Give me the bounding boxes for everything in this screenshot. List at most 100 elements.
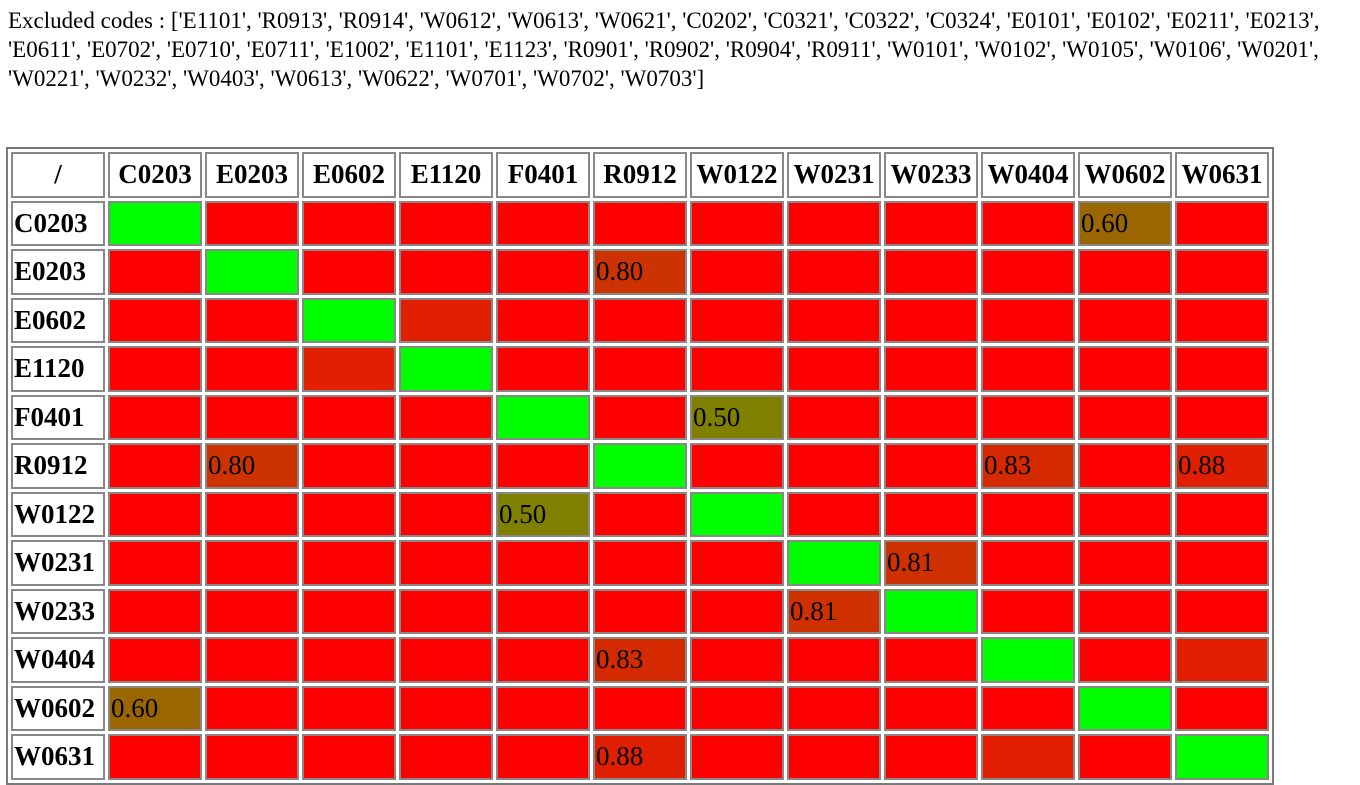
column-header-e0203: E0203	[205, 152, 299, 198]
matrix-cell	[399, 249, 493, 295]
matrix-cell	[787, 249, 881, 295]
matrix-cell	[399, 540, 493, 586]
matrix-cell	[302, 588, 396, 634]
matrix-cell	[1078, 540, 1172, 586]
header-row: / C0203 E0203 E0602 E1120 F0401 R0912 W0122 W02…	[11, 152, 1269, 198]
table-row: W0631 0.88	[11, 734, 1269, 780]
matrix-cell	[787, 394, 881, 440]
matrix-cell	[1175, 734, 1269, 780]
matrix-cell	[690, 734, 784, 780]
matrix-cell	[399, 734, 493, 780]
row-header-e0203: E0203	[11, 249, 105, 295]
matrix-cell	[1175, 297, 1269, 343]
matrix-cell	[302, 637, 396, 683]
matrix-cell	[787, 200, 881, 246]
column-header-w0231: W0231	[787, 152, 881, 198]
table-row: W0231 0.81	[11, 540, 1269, 586]
matrix-cell	[399, 588, 493, 634]
row-header-w0631: W0631	[11, 734, 105, 780]
row-header-c0203: C0203	[11, 200, 105, 246]
matrix-cell: 0.80	[593, 249, 687, 295]
matrix-cell	[884, 491, 978, 537]
column-header-c0203: C0203	[108, 152, 202, 198]
matrix-cell: 0.83	[593, 637, 687, 683]
matrix-cell	[205, 249, 299, 295]
matrix-cell	[1078, 346, 1172, 392]
matrix-cell	[108, 346, 202, 392]
table-row: F0401 0.50	[11, 394, 1269, 440]
row-header-f0401: F0401	[11, 394, 105, 440]
matrix-cell	[690, 685, 784, 731]
matrix-cell	[981, 734, 1075, 780]
matrix-cell	[981, 491, 1075, 537]
matrix-cell	[981, 249, 1075, 295]
matrix-cell	[1175, 637, 1269, 683]
matrix-cell	[496, 588, 590, 634]
matrix-cell	[787, 346, 881, 392]
matrix-cell	[205, 491, 299, 537]
column-header-e1120: E1120	[399, 152, 493, 198]
matrix-cell	[593, 588, 687, 634]
matrix-cell	[981, 200, 1075, 246]
matrix-cell	[205, 297, 299, 343]
matrix-cell	[884, 200, 978, 246]
matrix-cell	[690, 346, 784, 392]
matrix-cell	[884, 588, 978, 634]
matrix-cell	[690, 200, 784, 246]
matrix-cell	[399, 637, 493, 683]
matrix-cell	[593, 685, 687, 731]
matrix-cell	[496, 637, 590, 683]
matrix-cell	[496, 200, 590, 246]
matrix-cell	[1078, 297, 1172, 343]
matrix-cell	[205, 540, 299, 586]
matrix-cell	[399, 200, 493, 246]
matrix-cell	[690, 443, 784, 489]
matrix-cell	[981, 540, 1075, 586]
matrix-cell	[593, 297, 687, 343]
table-row: W0404 0.83	[11, 637, 1269, 683]
matrix-cell	[593, 540, 687, 586]
matrix-cell	[205, 685, 299, 731]
matrix-cell	[496, 443, 590, 489]
row-header-w0231: W0231	[11, 540, 105, 586]
matrix-header: / C0203 E0203 E0602 E1120 F0401 R0912 W0122 W02…	[11, 152, 1269, 198]
matrix-cell	[302, 443, 396, 489]
column-header-w0122: W0122	[690, 152, 784, 198]
matrix-cell	[108, 588, 202, 634]
matrix-cell	[1175, 685, 1269, 731]
matrix-cell	[981, 346, 1075, 392]
matrix-cell	[1175, 200, 1269, 246]
matrix-cell	[981, 637, 1075, 683]
matrix-cell: 0.60	[1078, 200, 1172, 246]
matrix-cell	[690, 249, 784, 295]
matrix-cell	[399, 491, 493, 537]
matrix-cell	[496, 540, 590, 586]
matrix-cell	[1175, 588, 1269, 634]
matrix-cell	[1078, 249, 1172, 295]
excluded-codes-label: Excluded codes :	[8, 8, 171, 33]
matrix-cell	[787, 491, 881, 537]
matrix-cell	[496, 297, 590, 343]
matrix-cell	[399, 297, 493, 343]
matrix-cell: 0.81	[787, 588, 881, 634]
matrix-cell	[205, 588, 299, 634]
corner-header: /	[11, 152, 105, 198]
matrix-cell	[1078, 588, 1172, 634]
matrix-cell	[884, 394, 978, 440]
row-header-w0233: W0233	[11, 588, 105, 634]
matrix-cell	[205, 637, 299, 683]
matrix-cell	[496, 394, 590, 440]
matrix-cell	[884, 685, 978, 731]
matrix-cell: 0.88	[593, 734, 687, 780]
excluded-codes-text: Excluded codes : ['E1101', 'R0913', 'R09…	[8, 6, 1348, 93]
matrix-cell	[205, 200, 299, 246]
matrix-cell	[108, 491, 202, 537]
matrix-cell	[1078, 685, 1172, 731]
matrix-cell	[205, 734, 299, 780]
matrix-cell	[787, 734, 881, 780]
column-header-r0912: R0912	[593, 152, 687, 198]
matrix-cell	[981, 588, 1075, 634]
matrix-cell: 0.81	[884, 540, 978, 586]
matrix-cell	[302, 249, 396, 295]
matrix-cell	[302, 540, 396, 586]
